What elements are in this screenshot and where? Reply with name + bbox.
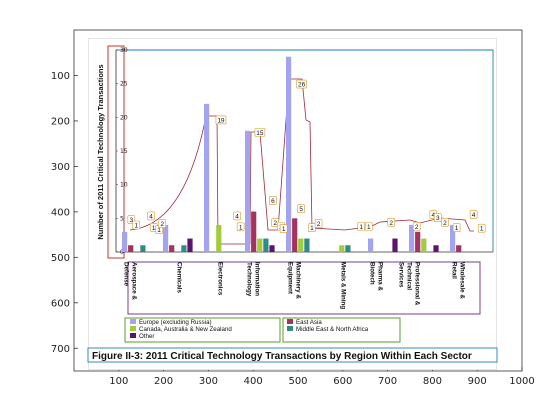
bar-3-3 <box>216 225 221 252</box>
bar-3-5 <box>298 239 303 252</box>
outer-x-tick-label: 900 <box>468 376 487 387</box>
outer-y-tick-label: 600 <box>51 298 70 309</box>
outer-x-tick-label: 300 <box>199 376 218 387</box>
bar-4-6 <box>345 245 350 252</box>
outer-y-tick-label: 700 <box>51 344 70 355</box>
outer-y-tick-label: 100 <box>51 71 70 82</box>
data-label: 2 <box>160 221 164 228</box>
bar-2-5 <box>292 218 297 252</box>
outer-x-tick-label: 1000 <box>509 376 534 387</box>
data-label: 1 <box>480 226 484 233</box>
outer-x-tick-label: 500 <box>288 376 307 387</box>
data-label: 2 <box>443 220 447 227</box>
data-label: 2 <box>389 220 393 227</box>
data-label: 2 <box>415 224 419 231</box>
y-tick-label: 25 <box>120 81 128 88</box>
data-label: 26 <box>298 82 306 89</box>
bar-4-5 <box>304 239 309 252</box>
bar-1-3 <box>204 104 209 252</box>
category-label: Chemicals <box>175 262 182 294</box>
outer-y-tick-label: 200 <box>51 116 70 127</box>
legend-swatch <box>287 326 293 331</box>
outer-y-tick-label: 500 <box>51 253 70 264</box>
category-label: InformationTechnology <box>245 262 260 297</box>
category-label: Electronics <box>216 262 223 296</box>
category-label: Machinery &Equipment <box>286 262 301 299</box>
bar-2-2 <box>169 245 174 252</box>
bar-2-8 <box>415 232 420 252</box>
outer-x-tick-label: 200 <box>154 376 173 387</box>
bar-1-4 <box>245 131 250 252</box>
bar-5-4 <box>269 245 274 252</box>
bar-1-7 <box>368 239 373 252</box>
legend-swatch <box>287 319 293 324</box>
outer-x-tick-label: 800 <box>423 376 442 387</box>
outer-y-tick-label: 400 <box>51 207 70 218</box>
data-label: 4 <box>149 213 153 220</box>
legend-label: Other <box>139 333 154 340</box>
legend-label: Europe (excluding Russia) <box>139 319 212 326</box>
outer-x-tick-label: 600 <box>333 376 352 387</box>
outer-x-tick-label: 100 <box>109 376 128 387</box>
bar-4-2 <box>181 245 186 252</box>
data-label: 3 <box>436 215 440 222</box>
bar-5-2 <box>187 239 192 252</box>
category-label: Metals & Mining <box>339 262 346 309</box>
bar-1-2 <box>163 225 168 252</box>
bar-5-7 <box>392 239 397 252</box>
y-axis-label: Number of 2011 Critical Technology Trans… <box>96 64 105 239</box>
bar-1-5 <box>286 57 291 252</box>
legend-label: Canada, Australia & New Zealand <box>139 326 232 333</box>
bar-3-8 <box>421 239 426 252</box>
legend-swatch <box>130 326 136 331</box>
bar-1-1 <box>122 232 127 252</box>
legend-label: Middle East & North Africa <box>296 326 369 333</box>
bar-2-1 <box>128 245 133 252</box>
outer-x-tick-label: 700 <box>378 376 397 387</box>
bar-2-9 <box>456 245 461 252</box>
bar-5-8 <box>433 245 438 252</box>
y-tick-label: 15 <box>120 148 128 155</box>
figure-caption: Figure II-3: 2011 Critical Technology Tr… <box>92 351 472 362</box>
data-label: 19 <box>217 117 225 124</box>
data-label: 6 <box>271 198 275 205</box>
data-label: 1 <box>310 225 314 232</box>
data-label: 1 <box>282 226 286 233</box>
data-label: 1 <box>239 224 243 231</box>
legend-swatch <box>130 333 136 338</box>
data-label: 1 <box>367 224 371 231</box>
bar-3-4 <box>257 239 262 252</box>
data-label: 4 <box>472 212 476 219</box>
outer-x-tick-label: 400 <box>244 376 263 387</box>
legend-swatch <box>130 319 136 324</box>
data-label: 1 <box>134 223 138 230</box>
data-label: 1 <box>359 224 363 231</box>
bar-4-4 <box>263 239 268 252</box>
outer-y-tick-label: 300 <box>51 162 70 173</box>
data-label: 4 <box>235 213 239 220</box>
y-tick-label: 10 <box>120 182 128 189</box>
data-label: 2 <box>273 220 277 227</box>
legend-label: East Asia <box>296 319 322 326</box>
bar-3-6 <box>339 245 344 252</box>
bar-4-1 <box>140 245 145 252</box>
data-label: 5 <box>299 206 303 213</box>
data-label: 1 <box>455 225 459 232</box>
bar-2-4 <box>251 212 256 252</box>
y-tick-label: 30 <box>120 47 128 54</box>
y-tick-label: 5 <box>120 215 124 222</box>
y-tick-label: 20 <box>120 114 128 121</box>
data-label: 15 <box>256 130 264 137</box>
data-label: 2 <box>317 221 321 228</box>
